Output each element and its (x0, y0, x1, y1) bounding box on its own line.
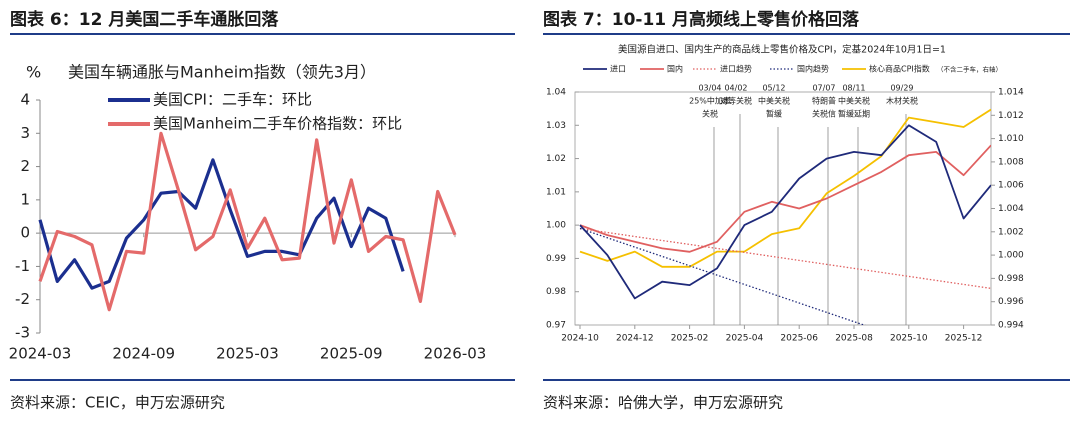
annotation: 25%中加墨 (689, 96, 731, 106)
y2-tick-label: 1.004 (998, 204, 1024, 214)
y2-tick-label: 1.012 (998, 111, 1024, 121)
annotation: 暂缓延期 (838, 109, 870, 119)
unit-label: % (26, 63, 41, 82)
annotation: 04/02 (724, 84, 747, 93)
annotation: 关税信 (812, 109, 836, 119)
y-tick-label: 3 (20, 124, 30, 142)
y-tick-label: 1.01 (546, 187, 566, 197)
source: 资料来源：CEIC，申万宏源研究 (10, 394, 225, 412)
x-tick-label: 2025-02 (671, 334, 709, 344)
legend-label: 国内趋势 (797, 64, 829, 74)
y-tick-label: 0.97 (546, 321, 566, 331)
legend-note: （不含二手车，右轴） (937, 65, 1002, 74)
series-line (38, 131, 457, 312)
series-line (38, 158, 405, 290)
x-tick-label: 2025-10 (890, 334, 928, 344)
y2-tick-label: 0.996 (998, 297, 1024, 307)
annotation: 暂缓 (766, 109, 782, 119)
y-tick-label: 4 (20, 91, 30, 109)
chart-title: 美国车辆通胀与Manheim指数（领先3月） (68, 63, 376, 82)
y2-tick-label: 0.994 (998, 321, 1024, 331)
annotation: 05/12 (762, 84, 785, 93)
x-tick-label: 2025-12 (945, 334, 983, 344)
y2-tick-label: 1.000 (998, 251, 1024, 261)
legend-label: 核心商品CPI指数 (869, 64, 930, 74)
x-tick-label: 2026-03 (424, 345, 487, 363)
legend-label: 美国CPI：二手车：环比 (153, 91, 312, 109)
y2-tick-label: 1.008 (998, 157, 1024, 167)
source: 资料来源：哈佛大学，申万宏源研究 (543, 394, 783, 412)
x-tick-label: 2024-03 (9, 345, 72, 363)
x-tick-label: 2024-10 (561, 334, 599, 344)
y2-tick-label: 1.010 (998, 134, 1024, 144)
y2-tick-label: 1.014 (998, 88, 1024, 98)
annotation: 中美关税 (838, 96, 870, 106)
y-tick-label: -3 (15, 324, 30, 342)
y-tick-label: 0.98 (546, 287, 566, 297)
y2-tick-label: 0.998 (998, 274, 1024, 284)
y-tick-label: 1.04 (546, 88, 566, 98)
x-tick-label: 2024-12 (616, 334, 654, 344)
x-tick-label: 2025-04 (726, 334, 764, 344)
annotation: 03/04 (698, 84, 721, 93)
plot-clip (579, 108, 991, 325)
legend-label: 进口趋势 (720, 64, 752, 74)
series-line (579, 124, 991, 300)
annotation: 中美关税 (758, 96, 790, 106)
annotation: 木材关税 (886, 96, 918, 106)
annotation: 08/11 (842, 84, 865, 93)
x-tick-label: 2025-09 (320, 345, 383, 363)
annotation: 对等关税 (720, 96, 752, 106)
series-line (579, 227, 866, 325)
y-tick-label: 1.00 (546, 221, 566, 231)
series-line (579, 108, 991, 268)
y-tick-label: 1.02 (546, 154, 566, 164)
x-tick-label: 2025-03 (216, 345, 279, 363)
y-tick-label: 1 (20, 190, 30, 208)
x-tick-label: 2024-09 (112, 345, 175, 363)
legend-label: 美国Manheim二手车价格指数：环比 (153, 115, 402, 133)
y-tick-label: 2 (20, 157, 30, 175)
y-tick-label: 0 (20, 224, 30, 242)
chart-title: 美国源自进口、国内生产的商品线上零售价格及CPI，定基2024年10月1日=1 (618, 44, 946, 56)
y-tick-label: -1 (15, 257, 30, 275)
series-line (579, 227, 991, 290)
series-line (579, 144, 991, 253)
annotation: 07/07 (812, 84, 835, 93)
y2-tick-label: 1.002 (998, 227, 1024, 237)
legend-label: 国内 (667, 64, 683, 74)
legend-label: 进口 (610, 65, 626, 74)
header: 图表 7：10-11 月高频线上零售价格回落 (543, 9, 860, 30)
header: 图表 6：12 月美国二手车通胀回落 (10, 9, 279, 30)
y-tick-label: -2 (15, 290, 30, 308)
y-tick-label: 0.99 (546, 254, 566, 264)
annotation: 关税 (702, 109, 718, 119)
annotation: 09/29 (890, 84, 913, 93)
y2-tick-label: 1.006 (998, 181, 1024, 191)
plot-frame (574, 91, 992, 326)
x-tick-label: 2025-08 (835, 334, 873, 344)
x-tick-label: 2025-06 (780, 334, 818, 344)
annotation: 特朗普 (812, 96, 836, 106)
y-tick-label: 1.03 (546, 121, 566, 131)
